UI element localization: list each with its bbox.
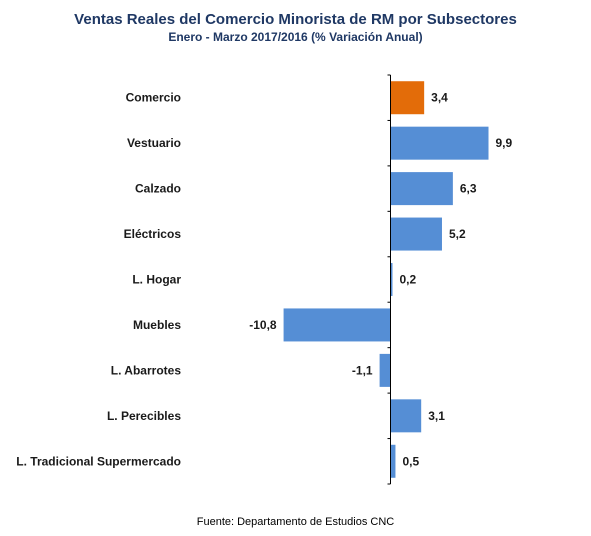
value-label: 3,4 xyxy=(431,91,448,105)
category-label: L. Abarrotes xyxy=(111,363,182,377)
bar-0 xyxy=(390,81,425,115)
bar-1 xyxy=(390,126,489,160)
category-label: Muebles xyxy=(133,318,181,332)
value-label: 3,1 xyxy=(428,409,445,423)
value-label: 0,5 xyxy=(402,454,419,468)
value-label: 6,3 xyxy=(460,182,477,196)
bar-4 xyxy=(390,263,393,296)
category-label: L. Hogar xyxy=(132,273,181,287)
chart-title: Ventas Reales del Comercio Minorista de … xyxy=(74,11,517,28)
source-note: Fuente: Departamento de Estudios CNC xyxy=(196,516,395,528)
value-label: 5,2 xyxy=(449,227,466,241)
category-label: Calzado xyxy=(135,182,181,196)
category-label: Eléctricos xyxy=(124,227,182,241)
bar-6 xyxy=(379,353,391,387)
chart-subtitle: Enero - Marzo 2017/2016 (% Variación Anu… xyxy=(168,30,423,44)
bar-2 xyxy=(390,172,453,206)
value-label: 9,9 xyxy=(496,136,513,150)
bar-5 xyxy=(283,308,391,342)
bar-7 xyxy=(390,399,422,433)
category-label: Comercio xyxy=(126,91,181,105)
category-label: L. Tradicional Supermercado xyxy=(16,454,181,468)
value-label: -1,1 xyxy=(352,363,373,377)
category-label: Vestuario xyxy=(127,136,181,150)
bar-8 xyxy=(390,444,396,478)
value-label: -10,8 xyxy=(249,318,277,332)
bar-3 xyxy=(390,217,442,251)
category-label: L. Perecibles xyxy=(107,409,181,423)
value-label: 0,2 xyxy=(399,273,416,287)
